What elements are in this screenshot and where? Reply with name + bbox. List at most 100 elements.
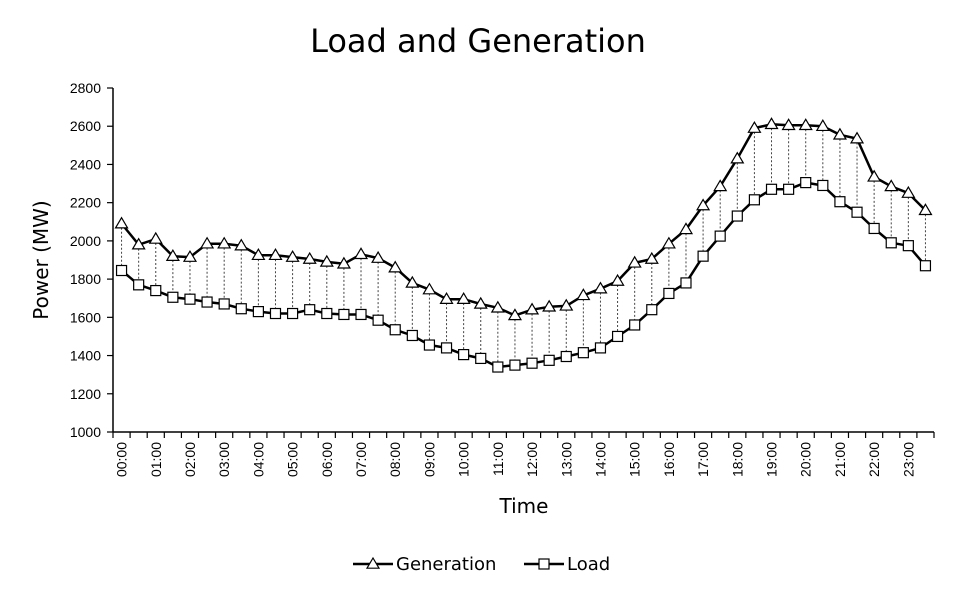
data-point-load — [663, 287, 675, 300]
data-point-generation — [114, 216, 129, 229]
data-point-generation — [405, 275, 420, 288]
data-point-generation — [867, 169, 882, 182]
data-point-load — [800, 177, 812, 189]
data-point-generation — [148, 231, 163, 244]
data-point-load — [201, 296, 213, 308]
data-point-load — [150, 284, 162, 297]
data-point-generation — [131, 237, 146, 250]
data-point-generation — [234, 238, 249, 251]
x-tick-label: 20:00 — [798, 442, 814, 477]
data-point-load — [167, 291, 179, 303]
y-axis-label: Power (MW) — [29, 200, 53, 319]
data-point-generation — [764, 117, 779, 130]
y-tick-label: 2800 — [70, 80, 101, 96]
data-point-generation — [918, 203, 933, 216]
data-point-load — [919, 260, 932, 272]
data-point-generation — [696, 198, 711, 211]
data-point-generation — [849, 131, 865, 144]
x-tick-label: 14:00 — [592, 442, 608, 477]
data-point-load — [252, 306, 264, 318]
data-point-load — [594, 342, 607, 354]
data-point-load — [731, 210, 743, 222]
data-point-generation — [542, 299, 557, 312]
series-line-generation — [120, 123, 927, 317]
data-point-load — [868, 222, 880, 235]
data-point-generation — [832, 127, 847, 140]
data-point-generation — [525, 302, 540, 315]
data-point-load — [115, 264, 128, 277]
data-point-load — [372, 314, 384, 326]
data-point-load — [304, 304, 316, 316]
data-point-generation — [251, 248, 266, 261]
legend-marker-generation — [365, 556, 381, 569]
data-point-load — [885, 237, 897, 249]
data-point-generation — [559, 298, 574, 311]
data-point-generation — [371, 250, 386, 263]
data-point-load — [748, 194, 761, 206]
data-point-load — [526, 357, 538, 369]
data-point-load — [355, 308, 367, 321]
data-point-generation — [336, 256, 351, 269]
data-point-load — [338, 308, 350, 321]
x-tick-label: 19:00 — [764, 442, 780, 477]
data-point-generation — [884, 179, 899, 192]
chart-title: Load and Generation — [310, 22, 646, 60]
y-tick-label: 2000 — [70, 233, 101, 249]
series-markers — [114, 117, 933, 373]
data-point-generation — [713, 179, 728, 192]
data-point-load — [851, 206, 863, 218]
x-tick-label: 00:00 — [114, 442, 130, 477]
data-point-load — [765, 183, 778, 195]
x-axis-label: Time — [499, 494, 549, 518]
legend-marker-load — [538, 558, 550, 570]
x-tick-label: 11:00 — [490, 442, 506, 476]
data-point-load — [577, 347, 589, 359]
x-tick-label: 05:00 — [285, 442, 301, 477]
y-tick-label: 1600 — [70, 309, 101, 325]
x-tick-label: 08:00 — [387, 442, 403, 477]
x-tick-label: 07:00 — [353, 442, 369, 477]
data-point-load — [423, 339, 436, 351]
data-point-load — [817, 179, 829, 192]
y-tick-label: 2400 — [70, 156, 101, 172]
data-point-generation — [644, 251, 659, 264]
y-axis-ticks: 1000 1200 1400 1600 1800 2000 2200 2400 2600 2800 — [70, 80, 113, 440]
data-point-generation — [781, 118, 796, 131]
x-tick-label: 02:00 — [182, 442, 198, 477]
x-tick-label: 13:00 — [558, 442, 574, 477]
legend-label-load: Load — [567, 554, 610, 575]
drop-lines — [121, 124, 926, 368]
x-tick-label: 17:00 — [695, 442, 711, 477]
data-point-load — [611, 330, 624, 343]
axes — [112, 88, 934, 433]
data-point-generation — [627, 255, 642, 268]
data-point-load — [406, 329, 418, 342]
data-point-load — [509, 359, 521, 371]
data-point-load — [440, 342, 453, 354]
data-point-generation — [593, 281, 608, 294]
data-point-load — [492, 361, 504, 373]
data-point-generation — [507, 308, 522, 321]
data-point-load — [184, 293, 196, 305]
data-point-load — [458, 349, 470, 361]
data-point-load — [321, 307, 333, 320]
data-point-load — [902, 240, 914, 252]
data-point-load — [133, 279, 145, 291]
data-point-generation — [798, 118, 813, 131]
data-point-load — [560, 350, 572, 363]
y-tick-label: 2200 — [70, 195, 101, 211]
data-point-generation — [182, 249, 198, 262]
data-point-generation — [319, 254, 334, 267]
x-tick-label: 12:00 — [524, 442, 540, 477]
data-point-generation — [456, 291, 471, 304]
y-tick-label: 1200 — [70, 386, 101, 402]
x-tick-label: 10:00 — [456, 442, 472, 477]
x-tick-label: 16:00 — [661, 442, 677, 477]
x-axis-ticks: 00:00 01:00 02:00 03:00 04:00 05:00 06:00 07:00… — [112, 432, 935, 477]
data-point-load — [714, 230, 726, 242]
data-point-load — [235, 303, 247, 315]
data-point-generation — [490, 300, 505, 313]
data-point-generation — [747, 120, 762, 133]
data-point-generation — [610, 273, 625, 286]
x-tick-label: 23:00 — [900, 442, 916, 477]
